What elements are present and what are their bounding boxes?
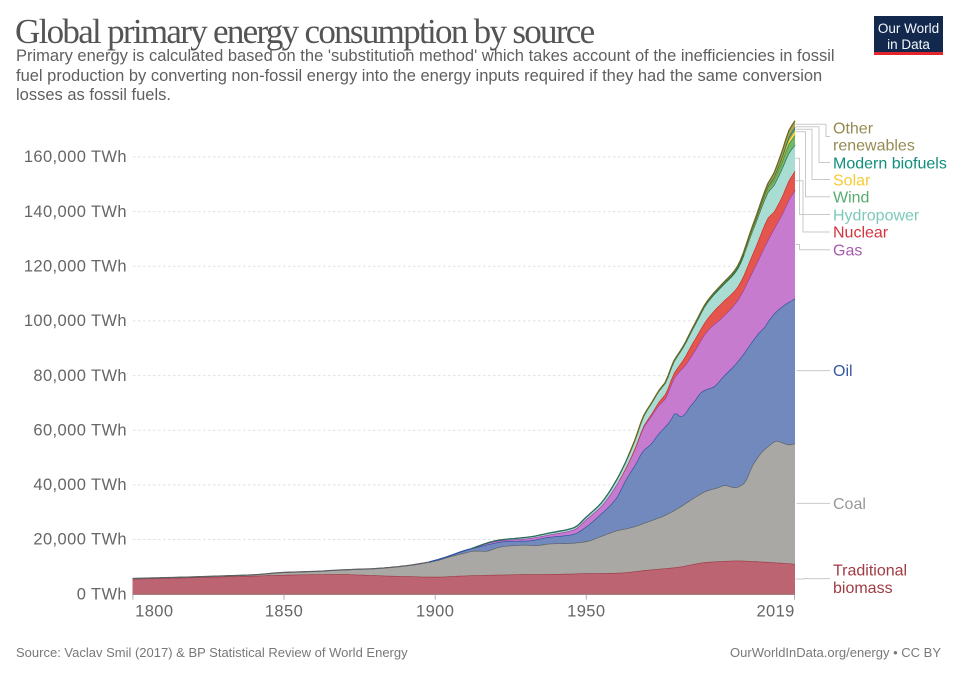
svg-text:40,000 TWh: 40,000 TWh [33, 476, 127, 494]
svg-text:1900: 1900 [416, 603, 454, 621]
svg-text:Gas: Gas [833, 242, 862, 259]
svg-text:80,000 TWh: 80,000 TWh [33, 367, 127, 385]
svg-text:120,000 TWh: 120,000 TWh [24, 257, 127, 275]
svg-text:1850: 1850 [265, 603, 303, 621]
svg-text:Wind: Wind [833, 190, 869, 207]
svg-text:Oil: Oil [833, 363, 853, 380]
svg-text:1950: 1950 [567, 603, 605, 621]
svg-text:1800: 1800 [135, 603, 173, 621]
svg-text:160,000 TWh: 160,000 TWh [24, 148, 127, 166]
svg-text:Coal: Coal [833, 496, 866, 513]
svg-text:Solar: Solar [833, 173, 871, 190]
svg-text:0 TWh: 0 TWh [77, 585, 127, 603]
svg-text:Hydropower: Hydropower [833, 207, 920, 224]
svg-text:renewables: renewables [833, 138, 915, 155]
svg-text:20,000 TWh: 20,000 TWh [33, 531, 127, 549]
svg-text:2019: 2019 [756, 603, 794, 621]
svg-text:Modern biofuels: Modern biofuels [833, 155, 947, 172]
svg-text:Other: Other [833, 121, 874, 138]
svg-text:biomass: biomass [833, 580, 893, 597]
svg-text:100,000 TWh: 100,000 TWh [24, 312, 127, 330]
svg-text:Traditional: Traditional [833, 563, 907, 580]
svg-text:140,000 TWh: 140,000 TWh [24, 203, 127, 221]
svg-text:60,000 TWh: 60,000 TWh [33, 421, 127, 439]
svg-text:Nuclear: Nuclear [833, 225, 889, 242]
